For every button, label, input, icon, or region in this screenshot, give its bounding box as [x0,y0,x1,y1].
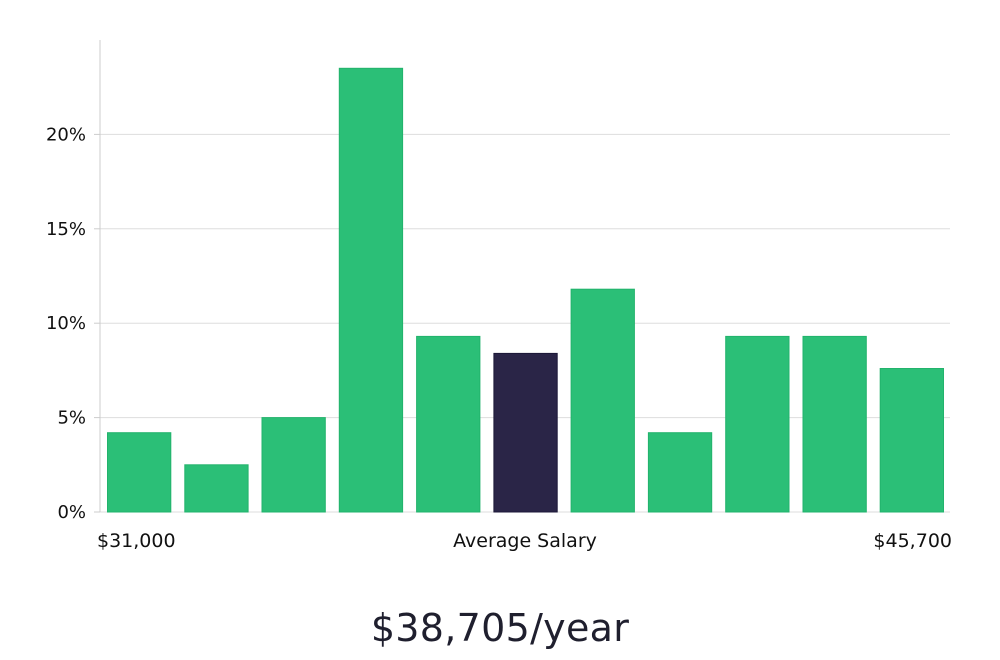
y-tick-label: 5% [57,408,86,429]
y-tick-label: 15% [46,219,86,240]
salary-histogram: 0% 5% 10% 15% 20% $31,000 Average Salary $45… [46,40,952,552]
bar [802,335,867,513]
bar [647,432,713,513]
bars [107,67,945,513]
y-tick-label: 20% [46,124,86,145]
bar-average [493,352,558,513]
y-tick-label: 0% [57,502,86,523]
average-salary-value: $38,705/year [370,606,630,650]
bar [261,417,326,513]
bar [725,335,790,513]
bar [570,288,635,513]
x-label-average: Average Salary [453,530,597,552]
x-label-max: $45,700 [873,530,952,552]
bar [338,67,404,513]
bar [416,335,481,513]
bar [879,368,945,513]
bar [107,432,172,513]
y-tick-label: 10% [46,313,86,334]
bar [184,464,249,513]
x-label-min: $31,000 [97,530,176,552]
y-tick-labels: 0% 5% 10% 15% 20% [46,124,100,523]
